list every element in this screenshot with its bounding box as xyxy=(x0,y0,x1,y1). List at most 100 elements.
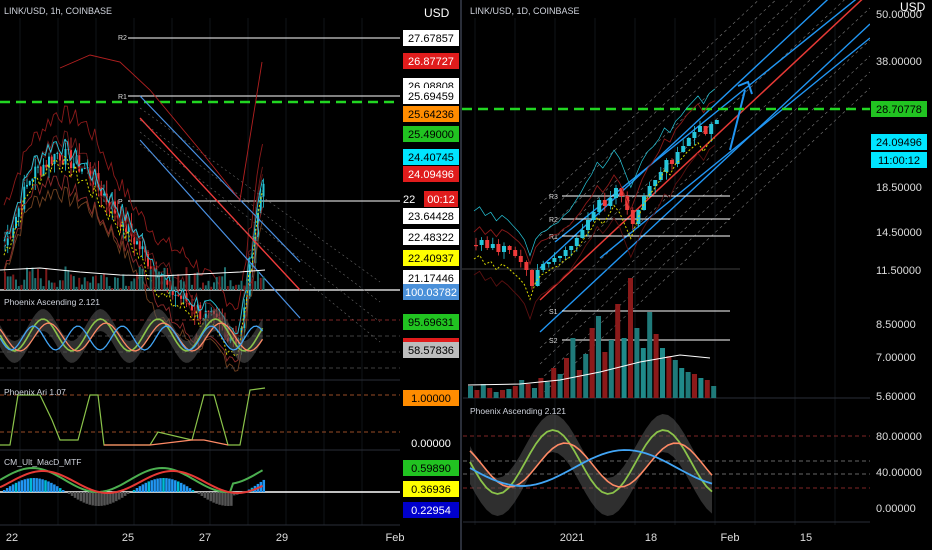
left-macd-hist xyxy=(138,486,142,492)
left-volume-bar xyxy=(237,284,240,290)
left-price-tag xyxy=(424,191,458,207)
left-volume-bar xyxy=(221,276,224,290)
left-price-axis[interactable]: 27.6785726.8772726.0880825.6945925.64236… xyxy=(400,0,461,525)
left-volume-bar xyxy=(94,275,97,290)
left-candle xyxy=(191,304,193,311)
left-macd-hist xyxy=(38,478,41,492)
left-volume-bar xyxy=(243,285,246,290)
left-indicator-2-name[interactable]: Phoenix Ari 1.07 xyxy=(4,387,66,397)
right-indicator-name[interactable]: Phoenix Ascending 2.121 xyxy=(470,406,566,416)
left-indicator-3-name[interactable]: CM_Ult_MacD_MTF xyxy=(4,457,82,467)
left-macd-hist xyxy=(191,490,195,492)
left-volume-bar xyxy=(240,280,243,290)
right-y-tick: 5.60000 xyxy=(876,391,916,403)
left-indicator-value-text: 58.57836 xyxy=(408,345,454,357)
left-macd-hist xyxy=(41,479,44,492)
right-candle xyxy=(625,196,630,210)
right-volume-bar xyxy=(672,360,678,398)
right-y-tick: 8.50000 xyxy=(876,319,916,331)
right-volume-bar xyxy=(711,386,717,398)
left-macd-hist xyxy=(197,492,201,495)
right-candle xyxy=(580,230,585,238)
left-price-tag-text: 25.49000 xyxy=(408,129,454,141)
left-candle xyxy=(37,166,39,168)
left-candle xyxy=(78,155,81,172)
left-macd-hist xyxy=(73,492,77,498)
left-candle xyxy=(127,223,130,232)
right-arrow-head xyxy=(737,80,753,95)
right-candle xyxy=(485,240,490,248)
left-candle xyxy=(20,208,23,210)
right-candle xyxy=(490,244,495,248)
left-macd-hist xyxy=(61,490,65,492)
left-macd-signal xyxy=(0,470,263,494)
right-time-axis[interactable]: 2021 18 Feb 15 xyxy=(560,532,812,544)
right-candle xyxy=(518,256,523,262)
left-volume-bar xyxy=(105,277,108,290)
left-price-tag-text: 24.09496 xyxy=(408,169,454,181)
left-candle xyxy=(72,163,75,169)
left-volume-bar xyxy=(257,270,259,290)
left-indicator-value-text: 0.59890 xyxy=(411,463,451,475)
left-candle xyxy=(188,302,191,305)
right-y-tick: 14.50000 xyxy=(876,227,922,239)
right-volume-bar xyxy=(538,378,544,398)
right-x-tick: 2021 xyxy=(560,532,584,544)
left-dotted-ma xyxy=(3,156,263,357)
right-channel-line xyxy=(539,0,863,301)
left-price-tag-text: 22.48322 xyxy=(408,232,454,244)
left-candle xyxy=(9,236,12,238)
left-volume-bar xyxy=(50,282,53,290)
right-candle xyxy=(552,258,557,262)
left-volume-bar xyxy=(72,276,75,290)
left-macd-hist xyxy=(11,484,15,492)
left-candle xyxy=(83,167,86,169)
left-price-tag-text: 100.03782 xyxy=(405,287,457,299)
left-macd-hist xyxy=(29,478,32,492)
left-volume-bar xyxy=(213,282,215,290)
right-price-tag xyxy=(871,134,927,150)
right-candle xyxy=(563,250,568,256)
left-macd-hist xyxy=(76,492,80,500)
left-indicator-value-tag xyxy=(403,390,459,406)
left-volume-bar xyxy=(160,275,163,290)
left-candle xyxy=(177,294,180,296)
left-candle xyxy=(108,201,111,210)
right-y-tick: 11.50000 xyxy=(876,265,921,277)
left-volume-bar xyxy=(232,286,235,290)
left-volume-bar xyxy=(169,281,171,290)
left-candle xyxy=(259,196,262,214)
left-macd-hist xyxy=(50,482,53,492)
right-volume-bar xyxy=(474,390,480,398)
left-volume-bar xyxy=(130,281,133,290)
left-candle xyxy=(61,160,64,165)
right-x-tick: Feb xyxy=(721,532,740,544)
left-volume-bar xyxy=(17,286,20,290)
left-candle xyxy=(53,153,56,165)
left-volume-bar xyxy=(26,267,28,290)
right-volume-bar xyxy=(615,304,621,398)
right-indicator-y-tick: 40.00000 xyxy=(876,467,922,479)
left-candle xyxy=(15,216,17,229)
left-volume-bar xyxy=(182,281,185,290)
right-volume-bar xyxy=(621,338,627,398)
left-volume-bar xyxy=(229,280,232,290)
left-pivot-p: P xyxy=(118,199,123,206)
left-indicator-1-name[interactable]: Phoenix Ascending 2.121 xyxy=(4,297,100,307)
left-volume-bar xyxy=(78,277,81,290)
right-candle xyxy=(479,240,484,245)
right-volume-ma xyxy=(467,354,711,386)
left-macd-hist xyxy=(44,480,47,492)
left-volume-bar xyxy=(34,278,37,290)
left-price-tag xyxy=(403,229,459,245)
right-price-axis[interactable]: 50.00000 38.00000 18.50000 14.50000 11.50000… xyxy=(870,0,932,550)
left-candle xyxy=(34,166,37,179)
right-volume-bar xyxy=(666,356,672,398)
right-candle xyxy=(474,245,478,247)
left-candle xyxy=(262,183,265,197)
right-phoenix-ascending-pane xyxy=(463,414,870,516)
right-volume-bar xyxy=(602,352,608,398)
left-time-axis[interactable]: 22 25 27 29 Feb xyxy=(6,532,405,544)
left-macd-line xyxy=(0,466,264,494)
right-y-tick: 38.00000 xyxy=(876,56,922,68)
